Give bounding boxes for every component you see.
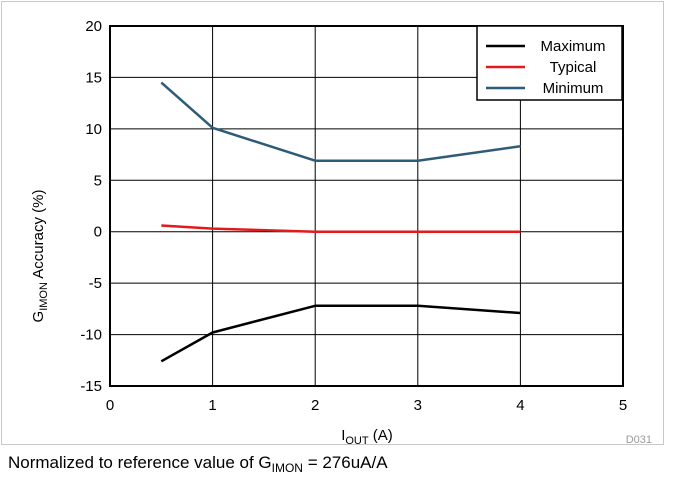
- y-tick-label: 0: [94, 224, 102, 241]
- x-tick-label: 0: [106, 397, 114, 414]
- series-line-maximum: [160, 304, 521, 363]
- x-tick-labels: 0 1 2 3 4 5: [106, 397, 627, 414]
- legend-label-typical: Typical: [550, 59, 597, 76]
- y-tick-label: 15: [85, 69, 102, 86]
- legend-label-minimum: Minimum: [543, 80, 604, 97]
- figure-id: D031: [626, 434, 652, 446]
- y-tick-label: -15: [80, 378, 102, 395]
- x-tick-label: 5: [619, 397, 627, 414]
- series-lines: [160, 81, 521, 363]
- y-tick-label: 20: [85, 18, 102, 35]
- y-tick-label: -5: [89, 275, 102, 292]
- legend: Maximum Typical Minimum: [476, 25, 623, 101]
- y-tick-label: 5: [94, 172, 102, 189]
- plot-area-border: [109, 25, 624, 387]
- y-axis-label: GIMON Accuracy (%): [30, 190, 50, 323]
- series-line-minimum: [160, 81, 521, 162]
- y-tick-label: -10: [80, 327, 102, 344]
- figure-frame: [1, 1, 664, 445]
- x-tick-label: 4: [516, 397, 524, 414]
- normalization-note: Normalized to reference value of GIMON =…: [8, 453, 388, 474]
- x-tick-label: 3: [414, 397, 422, 414]
- y-tick-label: 10: [85, 121, 102, 138]
- y-tick-labels: -15 -10 -5 0 5 10 15 20: [80, 18, 102, 395]
- x-tick-label: 1: [208, 397, 216, 414]
- series-line-typical: [161, 224, 521, 233]
- x-axis-label: IOUT (A): [341, 427, 393, 447]
- legend-label-maximum: Maximum: [540, 38, 605, 55]
- x-tick-label: 2: [311, 397, 319, 414]
